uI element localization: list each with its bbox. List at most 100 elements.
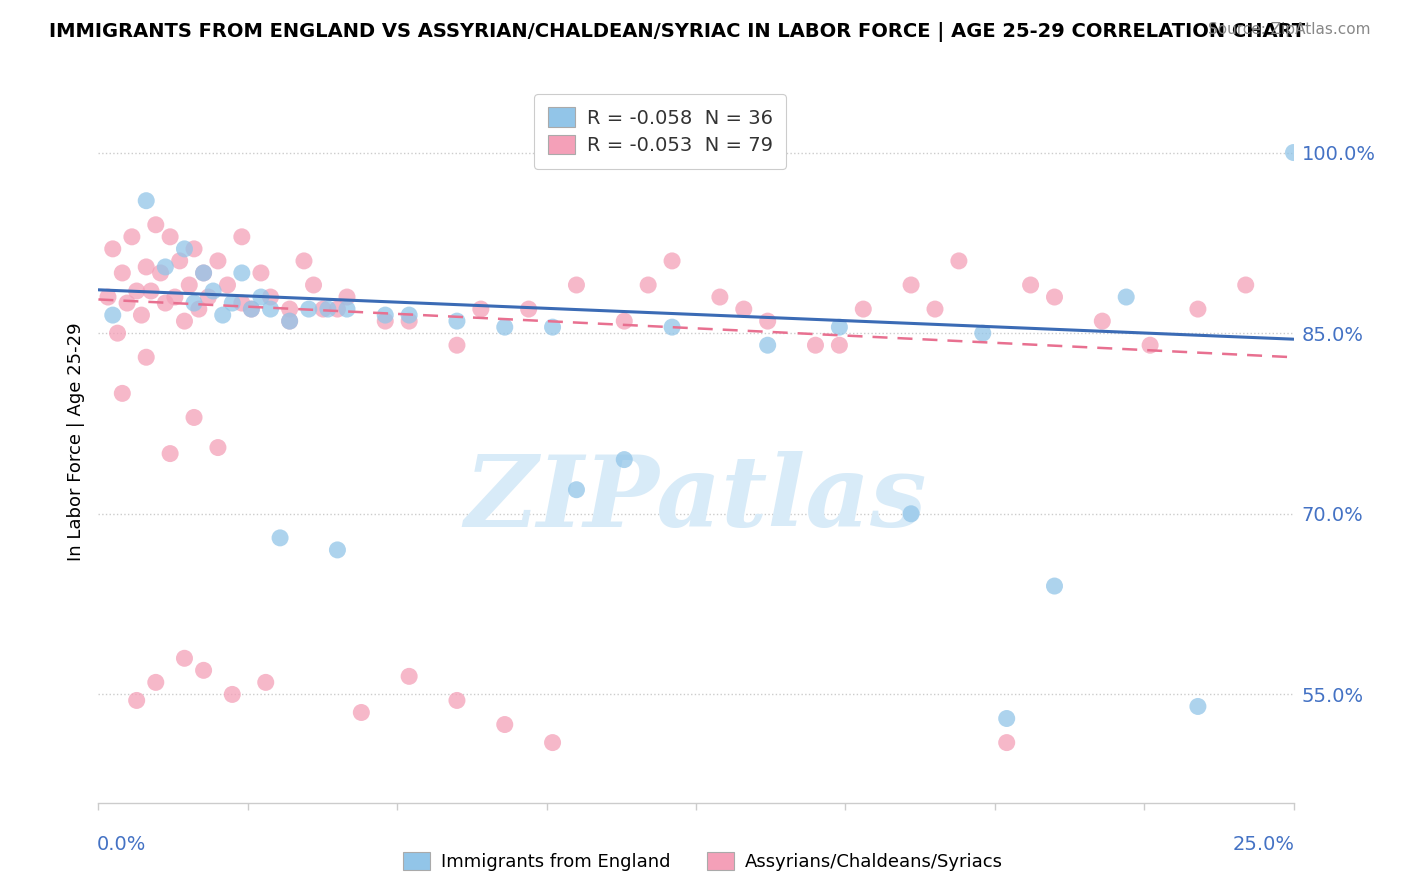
Point	[1234, 277, 1257, 292]
Point	[565, 483, 588, 497]
Point	[155, 296, 177, 310]
Point	[312, 301, 335, 317]
Point	[135, 351, 157, 365]
Point	[125, 284, 148, 298]
Point	[202, 284, 225, 298]
Point	[231, 266, 253, 280]
Point	[336, 301, 359, 317]
Point	[374, 308, 396, 322]
Point	[316, 301, 339, 317]
Point	[1139, 338, 1161, 352]
Point	[125, 693, 148, 707]
Point	[541, 735, 564, 749]
Point	[240, 301, 263, 317]
Point	[972, 326, 994, 341]
Point	[207, 441, 229, 455]
Point	[298, 301, 321, 317]
Point	[1187, 301, 1209, 317]
Point	[193, 266, 215, 280]
Point	[995, 711, 1018, 725]
Point	[278, 314, 301, 328]
Point	[756, 338, 779, 352]
Point	[398, 308, 420, 322]
Point	[350, 706, 373, 720]
Legend: Immigrants from England, Assyrians/Chaldeans/Syriacs: Immigrants from England, Assyrians/Chald…	[396, 846, 1010, 879]
Point	[828, 320, 851, 334]
Point	[900, 507, 922, 521]
Point	[733, 301, 755, 317]
Point	[302, 277, 325, 292]
Point	[613, 314, 636, 328]
Point	[900, 277, 922, 292]
Point	[269, 531, 291, 545]
Point	[193, 266, 215, 280]
Point	[517, 301, 540, 317]
Y-axis label: In Labor Force | Age 25-29: In Labor Force | Age 25-29	[66, 322, 84, 561]
Point	[278, 301, 301, 317]
Point	[1187, 699, 1209, 714]
Point	[326, 301, 349, 317]
Point	[326, 542, 349, 557]
Text: ZIPatlas: ZIPatlas	[465, 451, 927, 548]
Point	[292, 253, 315, 268]
Point	[661, 253, 683, 268]
Point	[1282, 145, 1305, 160]
Point	[446, 314, 468, 328]
Point	[115, 296, 138, 310]
Point	[169, 253, 191, 268]
Point	[398, 314, 420, 328]
Point	[494, 717, 516, 731]
Point	[97, 290, 120, 304]
Point	[111, 266, 134, 280]
Point	[259, 290, 281, 304]
Point	[179, 277, 201, 292]
Point	[107, 326, 129, 341]
Point	[240, 301, 263, 317]
Point	[709, 290, 731, 304]
Point	[1043, 579, 1066, 593]
Point	[173, 651, 195, 665]
Point	[250, 290, 273, 304]
Point	[183, 410, 205, 425]
Point	[139, 284, 162, 298]
Point	[135, 194, 157, 208]
Point	[187, 301, 209, 317]
Point	[1091, 314, 1114, 328]
Legend: R = -0.058  N = 36, R = -0.053  N = 79: R = -0.058 N = 36, R = -0.053 N = 79	[534, 94, 786, 169]
Point	[101, 242, 124, 256]
Point	[637, 277, 659, 292]
Point	[541, 320, 564, 334]
Point	[173, 242, 195, 256]
Point	[1019, 277, 1042, 292]
Point	[111, 386, 134, 401]
Point	[221, 296, 243, 310]
Point	[231, 229, 253, 244]
Point	[197, 290, 219, 304]
Point	[231, 296, 253, 310]
Point	[374, 314, 396, 328]
Point	[254, 675, 277, 690]
Point	[494, 320, 516, 334]
Point	[183, 296, 205, 310]
Point	[804, 338, 827, 352]
Text: 0.0%: 0.0%	[97, 835, 146, 855]
Point	[250, 266, 273, 280]
Point	[145, 218, 167, 232]
Point	[221, 687, 243, 701]
Text: 25.0%: 25.0%	[1233, 835, 1295, 855]
Point	[995, 735, 1018, 749]
Point	[336, 290, 359, 304]
Point	[145, 675, 167, 690]
Point	[207, 253, 229, 268]
Point	[259, 301, 281, 317]
Point	[948, 253, 970, 268]
Text: Source: ZipAtlas.com: Source: ZipAtlas.com	[1208, 22, 1371, 37]
Point	[565, 277, 588, 292]
Point	[159, 446, 181, 460]
Point	[155, 260, 177, 274]
Point	[398, 669, 420, 683]
Point	[121, 229, 143, 244]
Point	[217, 277, 239, 292]
Point	[211, 308, 233, 322]
Point	[101, 308, 124, 322]
